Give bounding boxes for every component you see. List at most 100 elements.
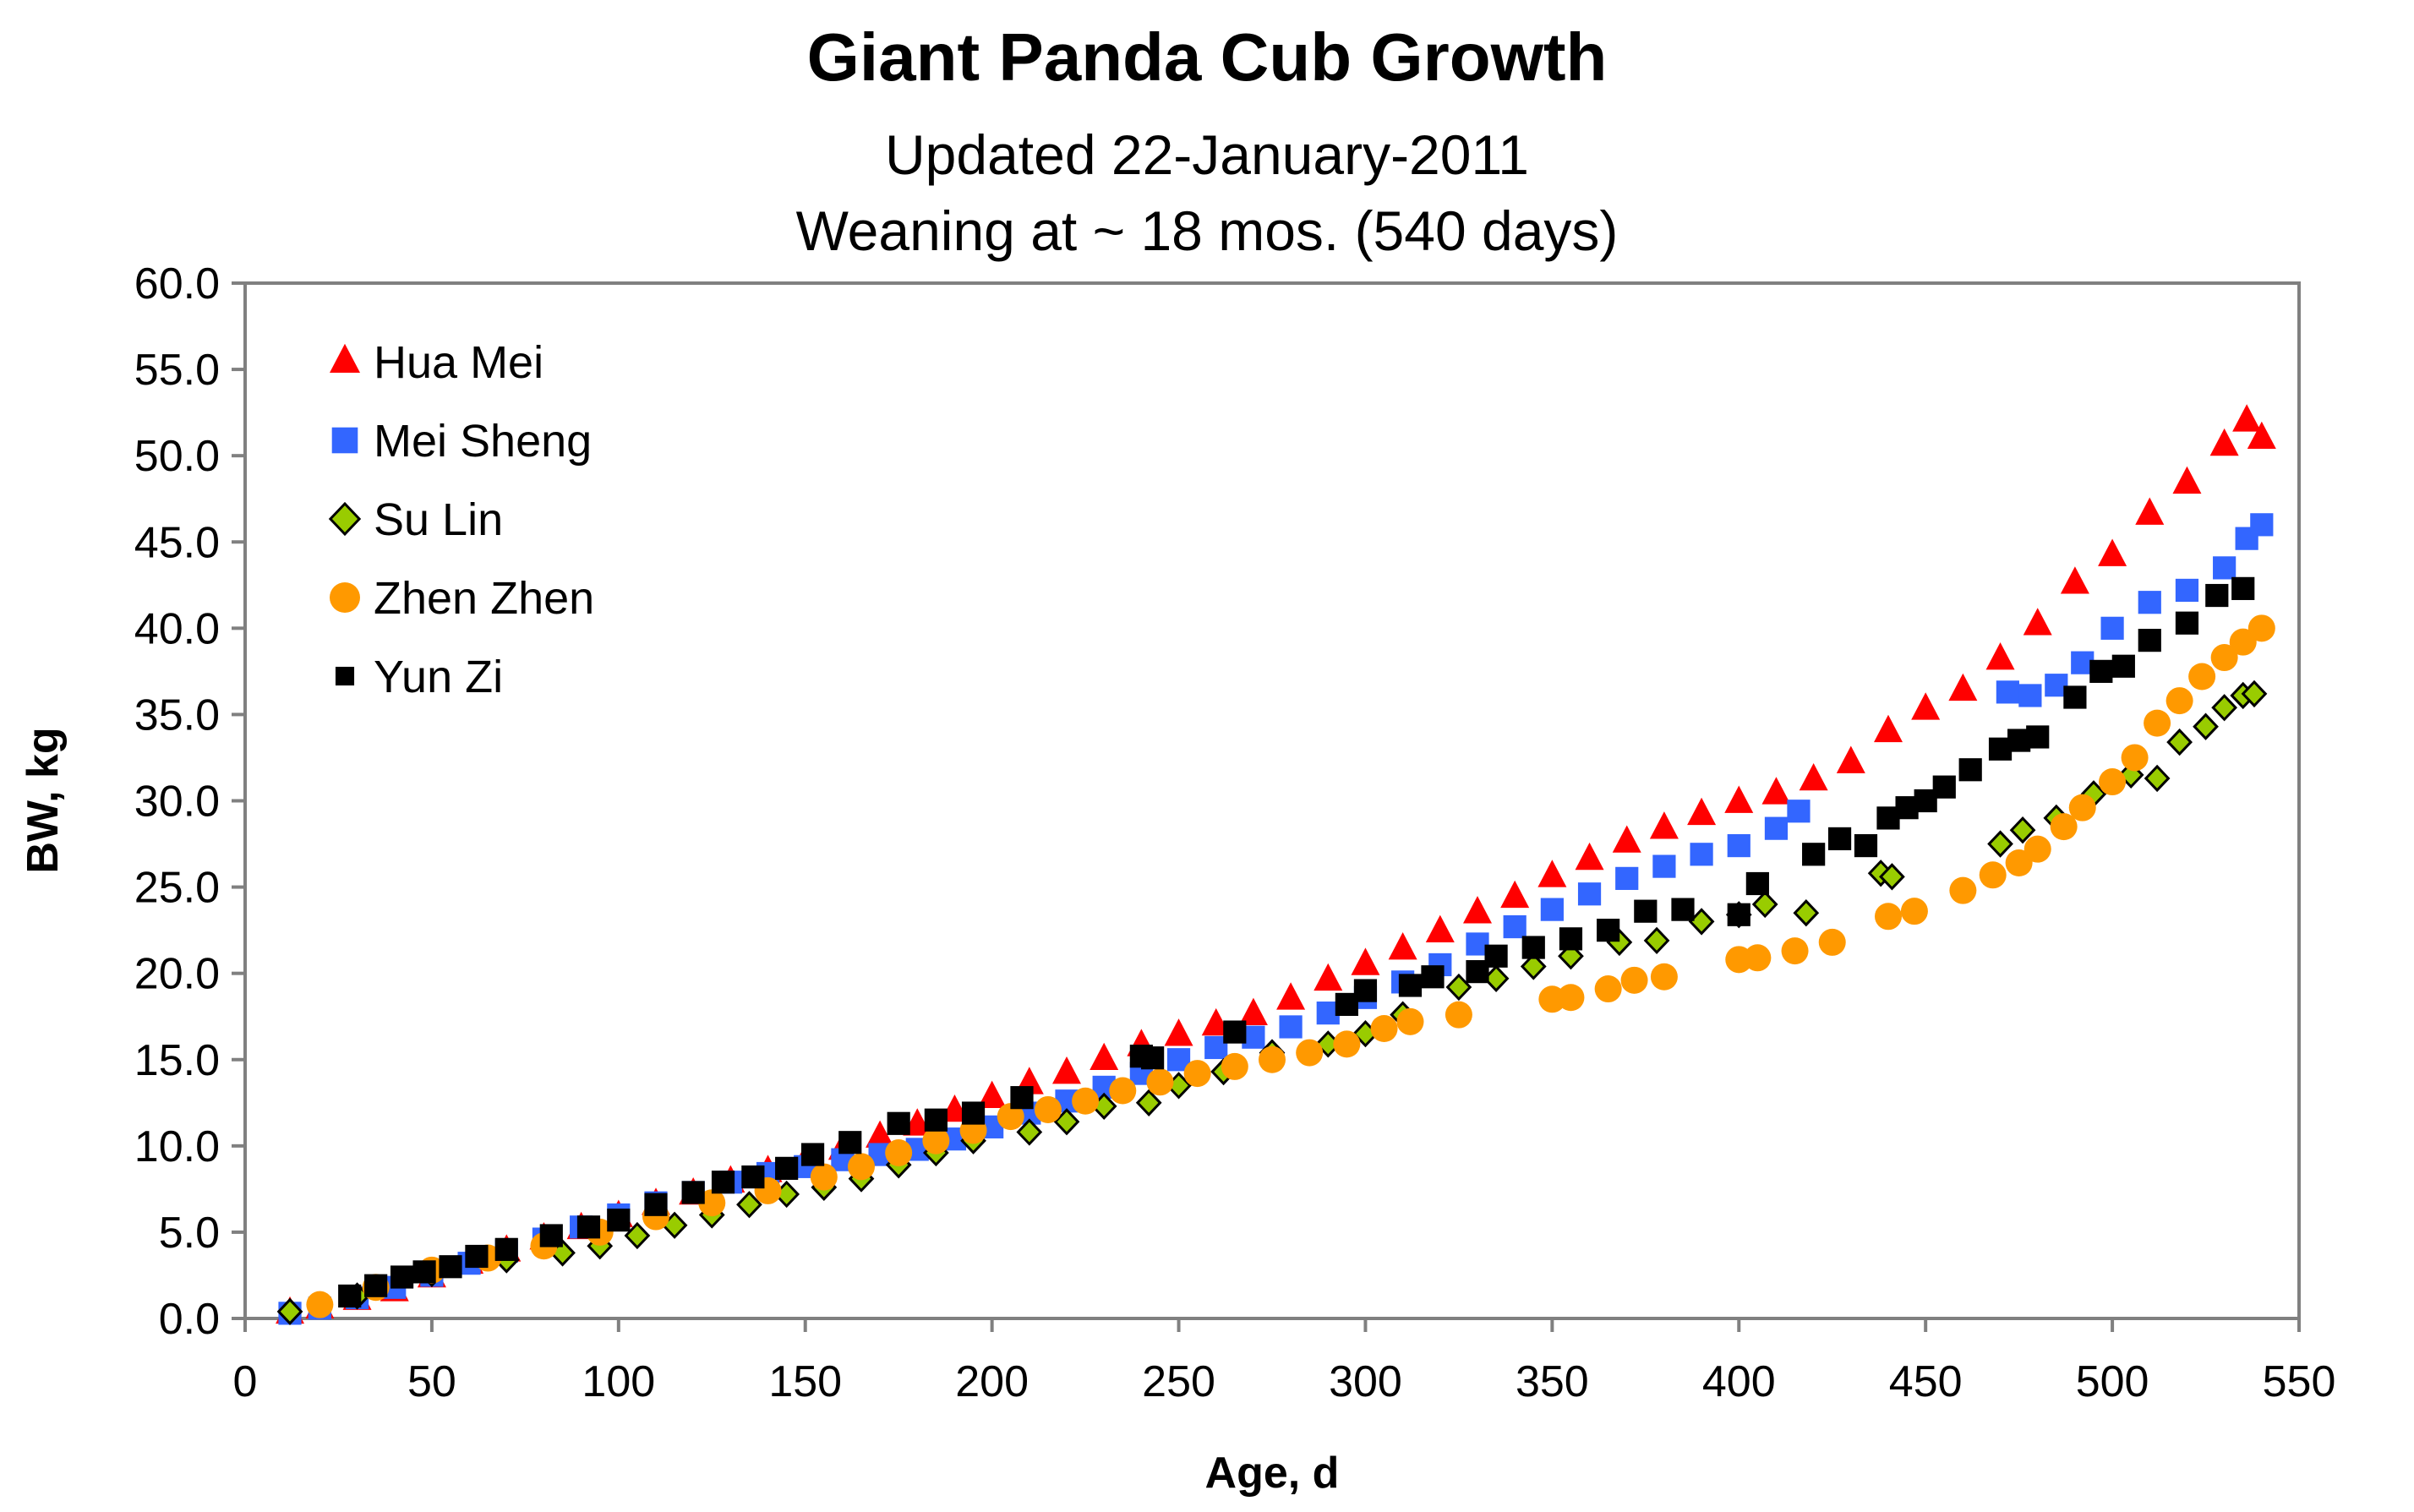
data-point-zhen-zhen xyxy=(2024,835,2051,863)
data-marks xyxy=(276,404,2276,1326)
data-point-mei-sheng xyxy=(1690,843,1713,866)
data-point-zhen-zhen xyxy=(1259,1045,1286,1073)
data-point-hua-mei xyxy=(1761,777,1791,805)
data-point-yun-zi xyxy=(390,1265,414,1289)
data-point-yun-zi xyxy=(711,1171,735,1194)
x-tick-label: 0 xyxy=(233,1357,258,1406)
data-point-zhen-zhen xyxy=(1818,928,1846,956)
data-point-su-lin xyxy=(1016,1118,1043,1146)
data-point-zhen-zhen xyxy=(885,1139,913,1166)
data-point-hua-mei xyxy=(1425,914,1455,942)
data-point-su-lin xyxy=(1135,1089,1162,1116)
data-point-mei-sheng xyxy=(2175,578,2199,603)
legend-marker-zhen-zhen xyxy=(330,582,360,613)
data-point-su-lin xyxy=(1643,926,1670,955)
data-point-su-lin xyxy=(1751,890,1778,919)
data-point-hua-mei xyxy=(1724,785,1754,813)
data-point-yun-zi xyxy=(2089,659,2113,683)
legend-label-yun-zi: Yun Zi xyxy=(374,652,503,702)
data-point-yun-zi xyxy=(924,1108,948,1132)
data-point-mei-sheng xyxy=(2018,684,2042,707)
data-point-zhen-zhen xyxy=(2068,794,2096,822)
data-point-su-lin xyxy=(1793,899,1820,927)
data-point-su-lin xyxy=(1445,973,1472,1002)
data-point-hua-mei xyxy=(2232,404,2262,432)
y-tick-label: 40.0 xyxy=(134,604,220,653)
data-point-hua-mei xyxy=(1537,860,1567,887)
data-point-hua-mei xyxy=(1985,642,2015,670)
data-point-hua-mei xyxy=(1090,1042,1119,1071)
data-point-yun-zi xyxy=(838,1131,862,1154)
data-point-su-lin xyxy=(2241,680,2268,708)
data-point-su-lin xyxy=(276,1297,303,1326)
data-point-zhen-zhen xyxy=(2166,687,2193,715)
data-point-yun-zi xyxy=(644,1193,668,1216)
data-point-zhen-zhen xyxy=(2005,849,2033,876)
x-tick-label: 300 xyxy=(1329,1357,1402,1406)
data-point-zhen-zhen xyxy=(1072,1087,1100,1115)
data-point-hua-mei xyxy=(1575,842,1604,871)
data-point-yun-zi xyxy=(1932,775,1956,799)
data-point-yun-zi xyxy=(1010,1086,1034,1110)
y-tick-label: 0.0 xyxy=(159,1295,220,1344)
y-tick-label: 15.0 xyxy=(134,1036,220,1085)
x-tick-label: 500 xyxy=(2076,1357,2149,1406)
data-point-hua-mei xyxy=(1836,745,1865,773)
y-tick-label: 35.0 xyxy=(134,690,220,740)
y-tick-label: 30.0 xyxy=(134,778,220,827)
data-point-yun-zi xyxy=(576,1215,601,1239)
data-point-yun-zi xyxy=(2175,611,2199,635)
data-point-zhen-zhen xyxy=(997,1103,1024,1131)
data-point-yun-zi xyxy=(1559,927,1583,951)
legend-label-mei-sheng: Mei Sheng xyxy=(374,416,592,467)
data-point-yun-zi xyxy=(1634,899,1658,923)
data-point-hua-mei xyxy=(977,1080,1007,1108)
data-point-mei-sheng xyxy=(1279,1015,1303,1039)
data-point-hua-mei xyxy=(1164,1018,1193,1046)
data-point-zhen-zhen xyxy=(1744,944,1772,972)
data-point-yun-zi xyxy=(2231,576,2255,600)
chart-subtitle-updated: Updated 22-January-2011 xyxy=(885,123,1529,186)
y-tick-label: 50.0 xyxy=(134,432,220,481)
data-point-yun-zi xyxy=(2205,583,2229,608)
x-tick-label: 400 xyxy=(1702,1357,1776,1406)
data-point-hua-mei xyxy=(1276,982,1306,1010)
legend-marker-hua-mei xyxy=(330,343,360,373)
data-point-yun-zi xyxy=(1671,898,1695,921)
y-tick-label: 20.0 xyxy=(134,950,220,999)
x-tick-label: 250 xyxy=(1142,1357,1215,1406)
data-point-mei-sheng xyxy=(2213,556,2236,580)
data-point-su-lin xyxy=(2009,816,2036,844)
data-point-yun-zi xyxy=(412,1260,436,1284)
data-point-zhen-zhen xyxy=(1781,937,1809,965)
data-point-su-lin xyxy=(2211,694,2238,722)
data-point-mei-sheng xyxy=(1503,914,1526,939)
data-point-hua-mei xyxy=(2098,538,2127,566)
data-point-yun-zi xyxy=(961,1101,986,1125)
data-point-zhen-zhen xyxy=(848,1153,875,1181)
legend-marker-mei-sheng xyxy=(331,427,358,454)
data-point-yun-zi xyxy=(741,1165,765,1189)
data-point-hua-mei xyxy=(2172,466,2202,494)
data-point-hua-mei xyxy=(1687,797,1717,826)
data-point-su-lin xyxy=(1053,1108,1080,1136)
data-point-yun-zi xyxy=(1141,1046,1165,1070)
y-tick-label: 25.0 xyxy=(134,864,220,913)
data-point-mei-sheng xyxy=(1787,800,1810,823)
x-tick-label: 350 xyxy=(1516,1357,1589,1406)
data-point-zhen-zhen xyxy=(1557,984,1585,1012)
legend-label-su-lin: Su Lin xyxy=(374,494,503,545)
data-point-hua-mei xyxy=(1052,1056,1081,1084)
data-point-hua-mei xyxy=(1463,896,1492,924)
data-point-mei-sheng xyxy=(1764,816,1789,840)
data-point-zhen-zhen xyxy=(1875,903,1902,931)
x-tick-label: 100 xyxy=(582,1357,655,1406)
data-point-zhen-zhen xyxy=(1620,966,1648,994)
data-point-yun-zi xyxy=(1854,833,1878,858)
data-point-hua-mei xyxy=(1874,714,1903,743)
legend-label-hua-mei: Hua Mei xyxy=(374,337,543,388)
y-tick-label: 55.0 xyxy=(134,346,220,395)
data-point-zhen-zhen xyxy=(1594,975,1622,1003)
data-point-zhen-zhen xyxy=(2099,768,2127,796)
x-tick-label: 200 xyxy=(955,1357,1029,1406)
